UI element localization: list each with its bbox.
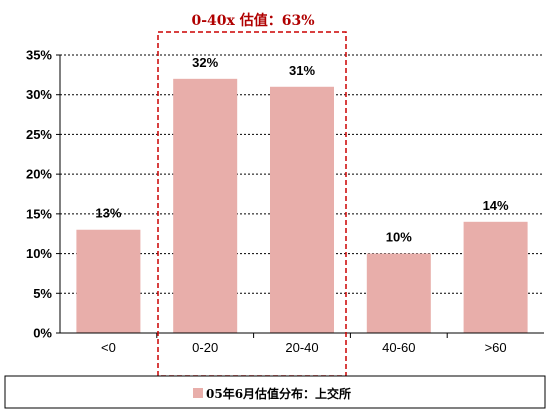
y-axis-ticks: 0% 5% 10% 15% 20% 25% 30% 35% bbox=[26, 48, 60, 341]
bar bbox=[270, 86, 334, 334]
bar bbox=[76, 229, 141, 333]
x-category-label: >60 bbox=[485, 340, 507, 355]
y-tick-label: 30% bbox=[26, 87, 52, 102]
category-labels: <0 0-20 20-40 40-60 >60 bbox=[101, 333, 507, 355]
x-category-label: 0-20 bbox=[192, 340, 218, 355]
data-label: 32% bbox=[192, 55, 218, 70]
y-tick-label: 25% bbox=[26, 127, 52, 142]
bars bbox=[76, 78, 528, 334]
x-category-label: 40-60 bbox=[382, 340, 415, 355]
highlight-annotation: 0-40x 估值：63% bbox=[191, 12, 314, 29]
data-label: 13% bbox=[95, 206, 121, 221]
y-tick-label: 20% bbox=[26, 167, 52, 182]
y-tick-label: 35% bbox=[26, 48, 52, 63]
y-tick-label: 0% bbox=[33, 326, 52, 341]
data-labels: 13% 32% 31% 10% 14% bbox=[95, 55, 509, 245]
legend-box bbox=[4, 375, 546, 409]
data-label: 31% bbox=[289, 63, 315, 78]
bar bbox=[366, 253, 431, 333]
x-category-label: <0 bbox=[101, 340, 116, 355]
y-tick-label: 5% bbox=[33, 286, 52, 301]
legend-swatch bbox=[193, 388, 203, 398]
data-label: 10% bbox=[386, 230, 412, 245]
legend-label: 05年6月估值分布：上交所 bbox=[206, 386, 351, 401]
bar bbox=[173, 78, 238, 333]
y-tick-label: 15% bbox=[26, 206, 52, 221]
x-category-label: 20-40 bbox=[285, 340, 318, 355]
bar bbox=[463, 221, 528, 333]
data-label: 14% bbox=[483, 198, 509, 213]
y-tick-label: 10% bbox=[26, 246, 52, 261]
